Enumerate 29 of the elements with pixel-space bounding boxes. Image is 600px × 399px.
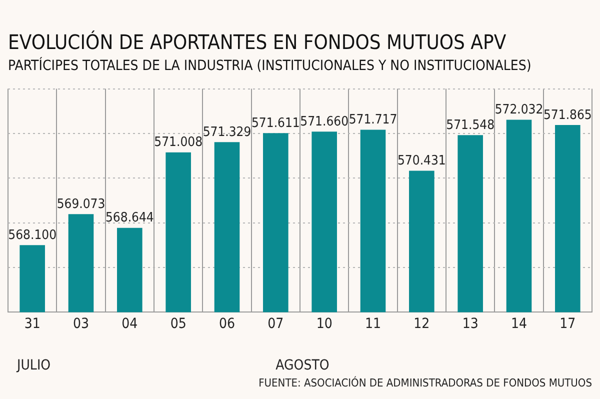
x-tick-label: 11 bbox=[364, 316, 382, 332]
x-tick-label: 12 bbox=[414, 316, 430, 332]
x-tick-label: 07 bbox=[268, 316, 284, 332]
x-tick-label: 13 bbox=[462, 316, 478, 332]
chart-title: EVOLUCIÓN DE APORTANTES EN FONDOS MUTUOS APV bbox=[8, 30, 507, 54]
data-label: 572.032 bbox=[494, 102, 544, 118]
x-tick-label: 06 bbox=[218, 316, 236, 332]
source-note: FUENTE: ASOCIACIÓN DE ADMINISTRADORAS DE FONDOS MUTUOS bbox=[258, 375, 592, 390]
data-label: 568.644 bbox=[105, 210, 154, 226]
x-tick-label: 17 bbox=[560, 316, 576, 332]
data-label: 571.717 bbox=[348, 112, 398, 128]
x-tick-label: 14 bbox=[510, 316, 528, 332]
data-label: 571.329 bbox=[202, 125, 252, 140]
x-tick-label: 05 bbox=[170, 316, 186, 332]
data-label: 571.611 bbox=[251, 116, 300, 132]
data-label: 568.100 bbox=[8, 228, 57, 244]
data-label: 571.660 bbox=[300, 114, 349, 130]
x-tick-label: 03 bbox=[72, 316, 90, 332]
x-tick-label: 31 bbox=[24, 316, 40, 332]
text: JULIO bbox=[16, 358, 51, 374]
x-tick-label: 04 bbox=[122, 316, 138, 332]
data-label: 570.431 bbox=[397, 154, 446, 169]
text: AGOSTO bbox=[276, 358, 330, 374]
data-label: 571.548 bbox=[446, 118, 495, 134]
chart-subtitle: PARTÍCIPES TOTALES DE LA INDUSTRIA (INSTITUCIONALES Y NO INSTITUCIONALES) bbox=[8, 57, 532, 74]
data-label: 571.008 bbox=[154, 135, 203, 150]
data-label: 569.073 bbox=[56, 197, 106, 212]
data-label: 571.865 bbox=[543, 108, 592, 123]
x-tick-label: 10 bbox=[316, 316, 332, 332]
